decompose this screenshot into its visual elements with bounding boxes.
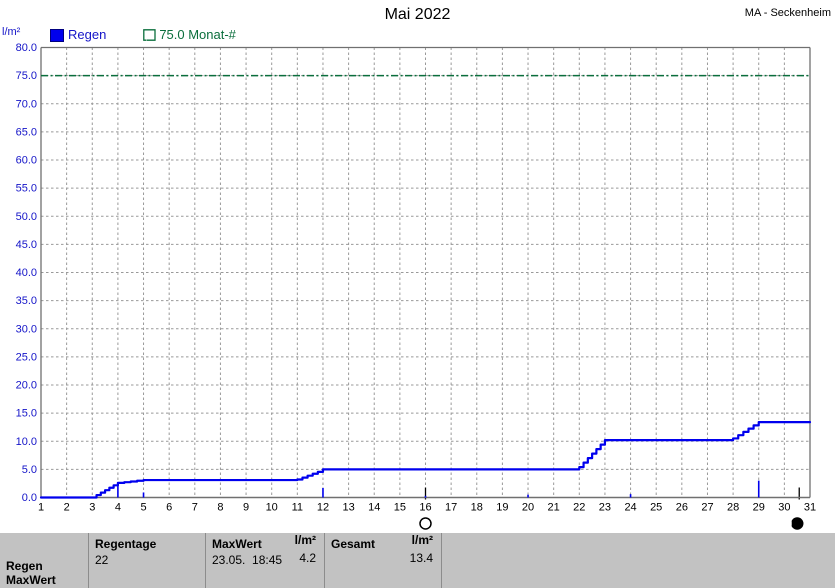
svg-text:19: 19	[496, 502, 508, 514]
svg-text:40.0: 40.0	[16, 267, 37, 279]
svg-text:29: 29	[753, 502, 765, 514]
svg-text:26: 26	[676, 502, 688, 514]
svg-text:23: 23	[599, 502, 611, 514]
svg-text:9: 9	[243, 502, 249, 514]
svg-text:50.0: 50.0	[16, 211, 37, 223]
svg-text:13: 13	[342, 502, 354, 514]
svg-text:21: 21	[548, 502, 560, 514]
svg-text:70.0: 70.0	[16, 98, 37, 110]
svg-text:5.0: 5.0	[22, 464, 37, 476]
svg-text:6: 6	[166, 502, 172, 514]
svg-text:11: 11	[292, 502, 303, 514]
svg-text:18: 18	[471, 502, 483, 514]
svg-text:27: 27	[701, 502, 713, 514]
svg-text:2: 2	[64, 502, 70, 514]
svg-text:45.0: 45.0	[16, 239, 37, 251]
svg-text:10.0: 10.0	[16, 436, 37, 448]
svg-text:4: 4	[115, 502, 121, 514]
svg-text:16: 16	[419, 502, 431, 514]
svg-text:20.0: 20.0	[16, 380, 37, 392]
svg-text:20: 20	[522, 502, 534, 514]
svg-text:10: 10	[266, 502, 278, 514]
svg-text:1: 1	[38, 502, 44, 514]
svg-text:12: 12	[317, 502, 329, 514]
svg-text:30.0: 30.0	[16, 323, 37, 335]
svg-text:28: 28	[727, 502, 739, 514]
svg-text:35.0: 35.0	[16, 295, 37, 307]
svg-text:30: 30	[778, 502, 790, 514]
svg-text:7: 7	[192, 502, 198, 514]
svg-text:31: 31	[804, 502, 816, 514]
svg-text:24: 24	[624, 502, 636, 514]
svg-text:75.0: 75.0	[16, 70, 37, 82]
svg-text:3: 3	[89, 502, 95, 514]
svg-text:25.0: 25.0	[16, 351, 37, 363]
svg-text:25: 25	[650, 502, 662, 514]
svg-text:15.0: 15.0	[16, 408, 37, 420]
svg-text:80.0: 80.0	[16, 42, 37, 54]
svg-text:55.0: 55.0	[16, 183, 37, 195]
svg-text:5: 5	[140, 502, 146, 514]
svg-text:15: 15	[394, 502, 406, 514]
svg-text:0.0: 0.0	[22, 492, 37, 504]
svg-text:14: 14	[368, 502, 380, 514]
svg-text:65.0: 65.0	[16, 126, 37, 138]
svg-text:8: 8	[217, 502, 223, 514]
svg-text:60.0: 60.0	[16, 155, 37, 167]
svg-text:17: 17	[445, 502, 457, 514]
svg-text:22: 22	[573, 502, 585, 514]
